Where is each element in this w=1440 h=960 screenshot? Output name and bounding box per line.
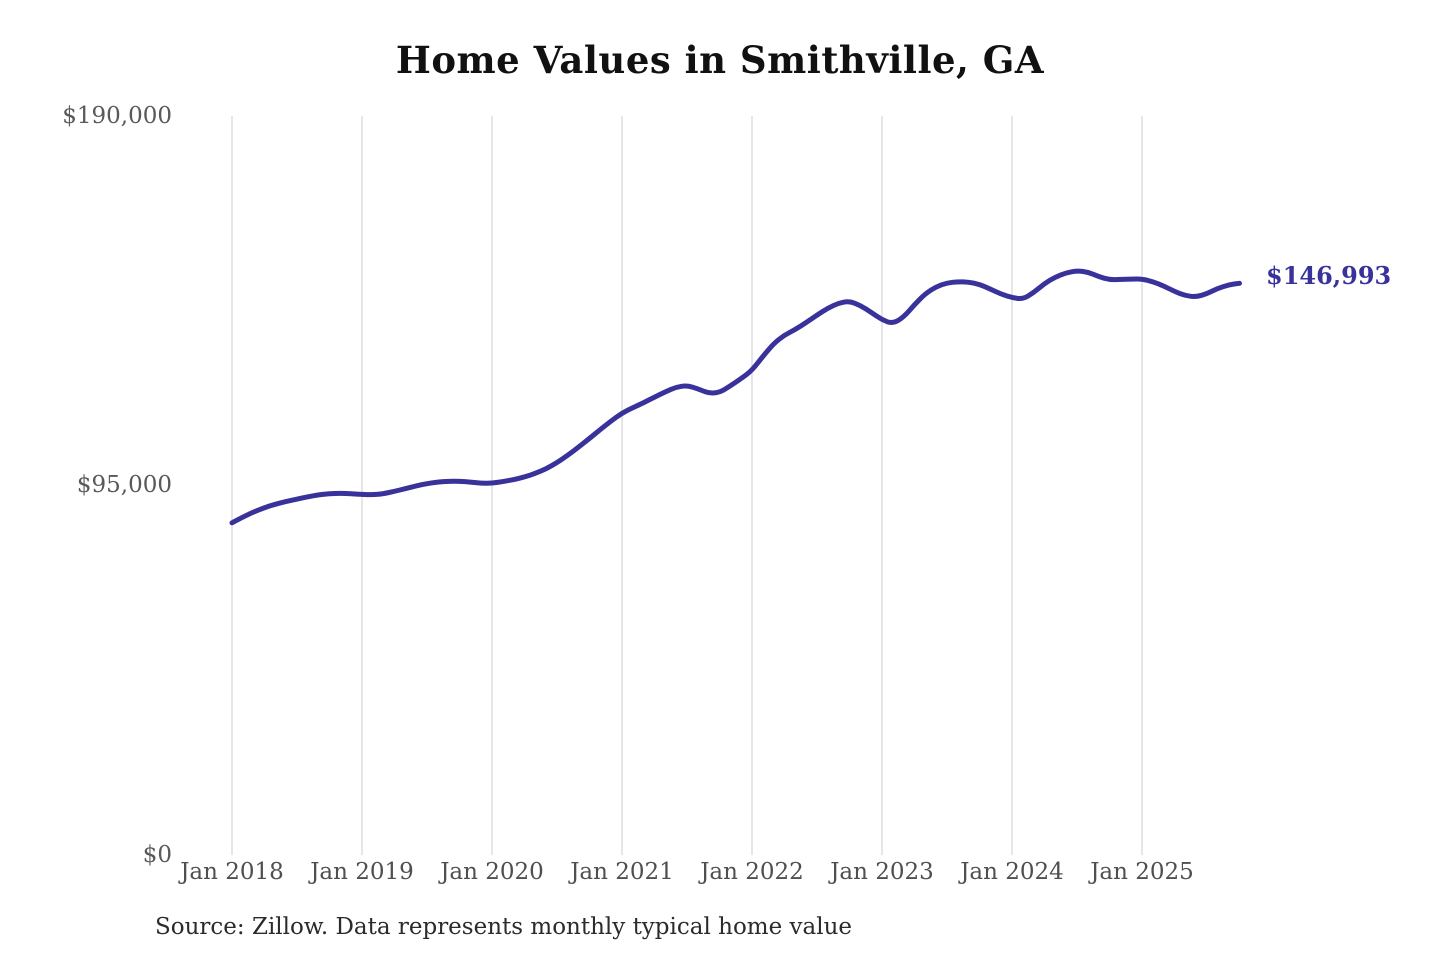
x-axis-tick-jan-2023: Jan 2023	[830, 859, 934, 885]
x-axis-tick-jan-2019: Jan 2019	[310, 859, 414, 885]
x-axis-tick-jan-2020: Jan 2020	[440, 859, 544, 885]
chart-title: Home Values in Smithville, GA	[395, 38, 1045, 82]
y-axis-tick-0: $0	[142, 842, 172, 868]
x-axis-tick-jan-2025: Jan 2025	[1090, 859, 1194, 885]
y-axis-tick-190000: $190,000	[62, 103, 172, 129]
y-axis-tick-95000: $95,000	[76, 472, 172, 498]
latest-value-label: $146,993	[1266, 261, 1392, 290]
x-axis-tick-jan-2022: Jan 2022	[700, 859, 804, 885]
x-axis-tick-jan-2018: Jan 2018	[180, 859, 284, 885]
x-axis-tick-jan-2021: Jan 2021	[570, 859, 674, 885]
source-note: Source: Zillow. Data represents monthly …	[155, 914, 853, 940]
vertical-gridlines	[231, 116, 1143, 855]
x-axis-tick-jan-2024: Jan 2024	[960, 859, 1064, 885]
home-value-line	[229, 268, 1242, 526]
